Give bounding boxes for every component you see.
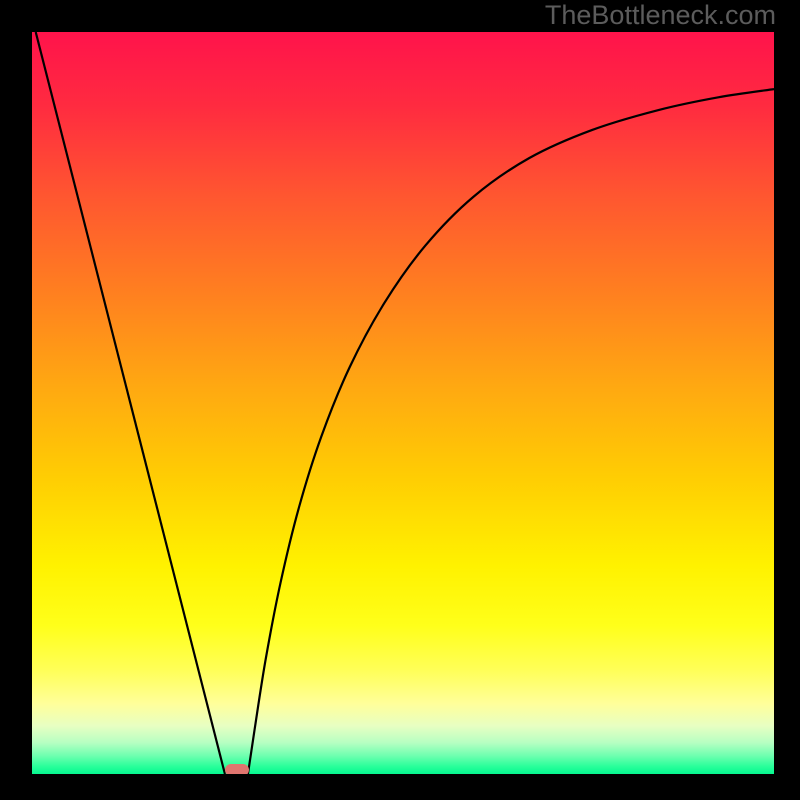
curve-right-branch [248, 89, 774, 774]
minimum-marker-shape [225, 764, 249, 774]
curve-layer [32, 32, 774, 774]
minimum-marker [225, 764, 249, 774]
chart-container: TheBottleneck.com [0, 0, 800, 800]
curve-left-branch [36, 32, 225, 774]
plot-area [32, 32, 774, 774]
watermark-text: TheBottleneck.com [545, 0, 776, 31]
